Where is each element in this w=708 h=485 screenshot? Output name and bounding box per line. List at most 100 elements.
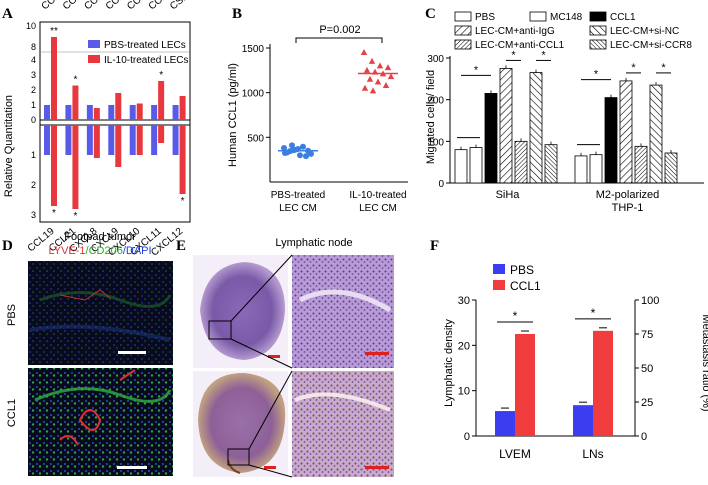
a-ytick-label: 2 bbox=[31, 85, 36, 95]
a-star-top: * bbox=[159, 70, 163, 81]
a-bar-top-pbs bbox=[172, 105, 179, 120]
a-bar-bottom-il10 bbox=[51, 125, 57, 206]
a-bar-top-pbs bbox=[108, 105, 115, 120]
c-star: * bbox=[661, 62, 666, 74]
b-significance-bracket bbox=[295, 37, 383, 43]
b-point-il10 bbox=[368, 57, 376, 64]
e-scale-bar-pbs-zoom bbox=[365, 352, 389, 355]
a-bar-bottom-il10 bbox=[158, 125, 165, 143]
e-image-ccl1-zoom bbox=[292, 371, 394, 477]
d-image-pbs bbox=[28, 261, 173, 365]
a-bar-bottom-pbs bbox=[172, 125, 179, 155]
b-point-pbs bbox=[308, 150, 314, 157]
c-star: * bbox=[631, 62, 636, 74]
a-legend-swatch-il10 bbox=[88, 55, 100, 63]
a-bar-bottom-pbs bbox=[151, 125, 158, 155]
f-star: * bbox=[591, 306, 596, 320]
a-bar-bottom-pbs bbox=[108, 125, 115, 155]
b-axes: 500 1000 1500 PBS-treated LEC CM IL-10-treate… bbox=[242, 44, 408, 214]
a-bars: ******* bbox=[44, 26, 186, 222]
a-bar-bottom-pbs bbox=[86, 125, 93, 155]
f-ytick-label-left: 10 bbox=[458, 386, 470, 398]
b-category-label: LEC CM bbox=[279, 203, 317, 214]
a-bar-bottom-pbs bbox=[65, 125, 72, 155]
c-star: * bbox=[511, 49, 516, 61]
a-legend-il10: IL-10-treated LECs bbox=[104, 55, 189, 66]
a-bar-top-il10 bbox=[115, 93, 122, 120]
a-ytick-label: 1 bbox=[31, 100, 36, 110]
c-bar bbox=[469, 147, 483, 184]
e-scale-bar-ccl1-overview bbox=[264, 466, 276, 469]
a-bar-bottom-il10 bbox=[136, 125, 143, 155]
panel-f: F Lymphatic density Metastasis ratio (%)… bbox=[430, 238, 708, 461]
c-legend-swatch bbox=[454, 11, 472, 22]
c-bar bbox=[649, 84, 663, 184]
a-bar-bottom-il10 bbox=[93, 125, 100, 158]
c-legend-swatch bbox=[454, 25, 472, 36]
b-point-pbs bbox=[303, 153, 309, 160]
a-ytick-label: 4 bbox=[31, 55, 36, 65]
b-category-label: PBS-treated bbox=[271, 190, 325, 201]
a-bar-top-il10 bbox=[179, 96, 186, 120]
b-point-il10 bbox=[360, 48, 368, 55]
b-point-il10 bbox=[369, 87, 377, 94]
a-bar-top-il10 bbox=[93, 108, 100, 120]
panel-label-a: A bbox=[2, 6, 13, 22]
f-ylabel-left: Lymphatic density bbox=[443, 319, 455, 407]
c-star: * bbox=[594, 69, 599, 81]
panel-label-d: D bbox=[2, 238, 13, 254]
b-point-il10 bbox=[382, 82, 390, 89]
c-bar bbox=[664, 152, 678, 184]
e-image-pbs-zoom bbox=[292, 255, 394, 368]
b-ytick-label: 1000 bbox=[242, 89, 265, 100]
c-bar bbox=[544, 144, 558, 184]
c-legend-label: PBS bbox=[475, 12, 495, 23]
b-point-il10 bbox=[387, 73, 395, 80]
f-bar-ccl1 bbox=[515, 334, 535, 436]
a-bar-top-il10 bbox=[136, 103, 143, 120]
c-group-label: SiHa bbox=[496, 189, 521, 201]
e-zoom-connector-ccl1-bottom bbox=[248, 464, 293, 478]
c-ytick-label: 100 bbox=[427, 137, 444, 148]
c-star: * bbox=[541, 49, 546, 61]
a-bar-bottom-pbs bbox=[129, 125, 136, 155]
a-bar-top-il10 bbox=[158, 81, 165, 120]
panel-e: E Lymphatic node bbox=[176, 237, 394, 478]
c-legend-label: LEC-CM+si-NC bbox=[610, 26, 679, 37]
c-legend-swatch bbox=[589, 11, 607, 22]
b-point-il10 bbox=[366, 75, 374, 82]
b-point-pbs bbox=[289, 142, 295, 149]
b-point-pbs bbox=[281, 145, 287, 152]
d-stain-cd206: /CD206 bbox=[86, 245, 123, 257]
b-point-il10 bbox=[376, 62, 384, 69]
b-point-il10 bbox=[363, 66, 371, 73]
a-ylabel: Relative Quantitation bbox=[3, 95, 15, 197]
c-bar bbox=[484, 93, 498, 184]
f-ytick-label-left: 30 bbox=[458, 295, 470, 307]
d-stain-lyve1: LYVE-1 bbox=[48, 245, 85, 257]
a-bar-top-il10 bbox=[51, 37, 57, 120]
e-zoom-connector-pbs-bottom bbox=[230, 338, 293, 369]
d-scale-bar-ccl1 bbox=[117, 466, 147, 469]
a-bar-top-pbs bbox=[129, 105, 136, 120]
c-bar bbox=[529, 72, 543, 184]
f-ytick-label-left: 0 bbox=[464, 431, 470, 443]
b-ylabel: Human CCL1 (pg/ml) bbox=[227, 63, 239, 167]
f-bar-pbs bbox=[495, 411, 515, 436]
a-legend-pbs: PBS-treated LECs bbox=[104, 40, 186, 51]
b-point-pbs bbox=[300, 143, 306, 150]
c-bar bbox=[604, 97, 618, 184]
e-image-ccl1-overview bbox=[193, 371, 288, 477]
c-group-label: M2-polarized bbox=[596, 189, 660, 201]
f-category-label: LVEM bbox=[499, 447, 531, 461]
d-row-label-pbs: PBS bbox=[6, 304, 18, 326]
e-zoom-box-pbs bbox=[208, 320, 232, 340]
a-ytick-label: 0 bbox=[31, 115, 36, 125]
c-legend-label: LEC-CM+anti-IgG bbox=[475, 26, 555, 37]
panel-d: D Footpad tumor LYVE-1/CD206/DAPI PBS CC… bbox=[2, 231, 173, 476]
b-point-il10 bbox=[361, 84, 369, 91]
c-star: * bbox=[474, 64, 479, 76]
a-ytick-label: 1 bbox=[31, 150, 36, 160]
d-row-label-ccl1: CCL1 bbox=[6, 399, 18, 427]
e-zoom-box-ccl1 bbox=[227, 448, 250, 466]
